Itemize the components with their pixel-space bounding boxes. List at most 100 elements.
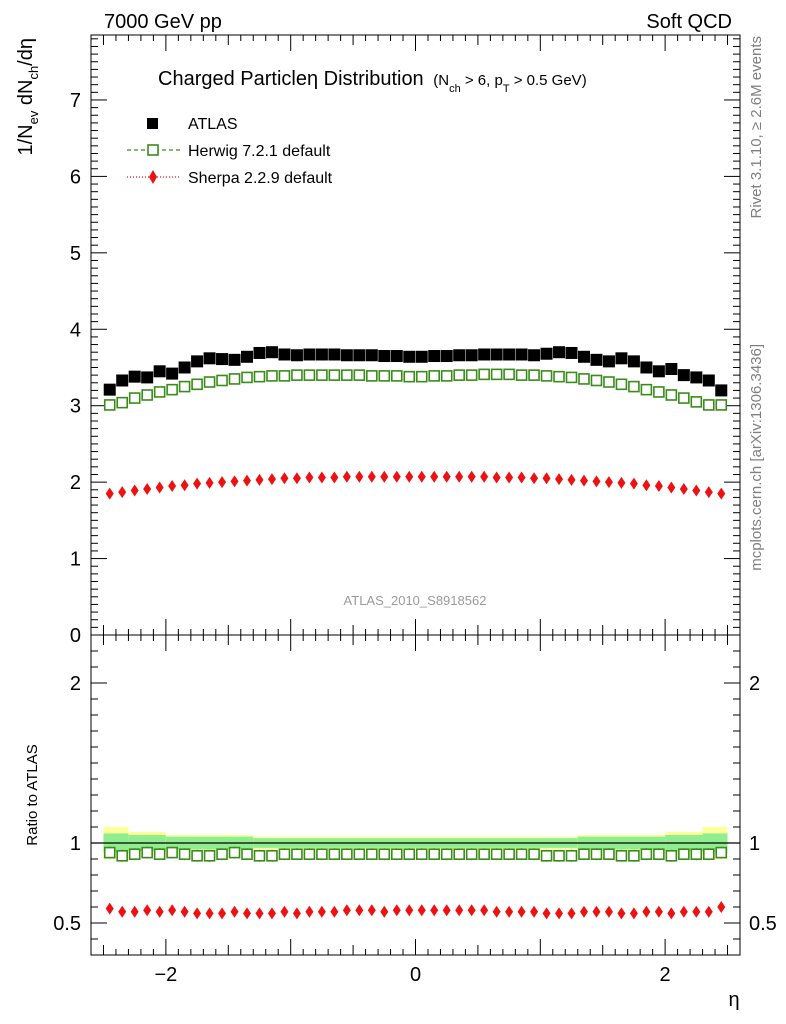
sherpa-ratio-point [617,907,626,920]
atlas-point [465,349,478,362]
herwig-ratio-point [428,848,441,861]
sherpa-ratio-point [405,904,414,917]
sherpa-point [317,471,326,484]
herwig-point [116,396,129,409]
atlas-point [453,349,466,362]
atlas-point [503,348,516,361]
herwig-ratio-point [378,848,391,861]
sherpa-ratio-point [692,905,701,918]
herwig-point [141,389,153,401]
atlas-point [565,346,578,359]
herwig-point [578,373,590,385]
herwig-point [366,370,378,382]
herwig-point [291,369,303,381]
y-tick-label: 5 [70,243,81,265]
sherpa-ratio-point [442,904,451,917]
legend-marker-sherpa [149,170,157,184]
herwig-point [203,376,216,388]
herwig-ratio-point [390,848,403,861]
sherpa-ratio-point [193,907,202,920]
sherpa-point [679,483,688,496]
atlas-point [340,349,353,362]
sherpa-point [105,487,114,500]
herwig-ratio-point [615,849,628,862]
ratio-tick-label-right: 2 [749,673,760,695]
sherpa-ratio-point [330,905,339,918]
atlas-point [702,374,715,387]
sherpa-point [168,479,177,492]
herwig-point [453,369,465,381]
sherpa-ratio-point [180,905,189,918]
sherpa-ratio-point [168,904,177,917]
ratio-tick-label-right: 1 [749,833,760,855]
herwig-ratio-point [565,849,578,862]
herwig-point [603,376,615,388]
sherpa-ratio-point [292,907,301,920]
legend-label-herwig: Herwig 7.2.1 default [188,143,331,160]
rivet-label: Rivet 3.1.10, ≥ 2.6M events [748,36,765,219]
legend-marker-herwig [147,144,159,156]
sherpa-point [455,470,464,483]
atlas-point [490,348,503,361]
sherpa-point [604,476,613,489]
sherpa-point [617,476,626,489]
sherpa-point [642,479,651,492]
herwig-ratio-point [178,848,191,861]
atlas-point [428,350,441,363]
sherpa-point [492,471,501,484]
herwig-ratio-point [665,849,678,862]
herwig-ratio-point [191,849,203,862]
atlas-point [253,346,266,359]
herwig-point [553,370,565,383]
sherpa-point [392,470,401,483]
herwig-ratio-point [253,849,266,862]
atlas-point [652,365,665,378]
sherpa-ratio-point [205,907,214,920]
herwig-ratio-point [503,848,515,861]
herwig-point [465,369,478,381]
atlas-point [265,346,278,359]
sherpa-ratio-point [255,907,264,920]
sherpa-ratio-point [517,905,526,918]
herwig-ratio-point [715,846,728,859]
sherpa-point [530,472,539,485]
herwig-point [640,383,653,396]
herwig-point [228,373,241,385]
sherpa-point [517,471,526,484]
herwig-ratio-point [166,846,178,859]
herwig-ratio-point [366,848,378,861]
herwig-point [440,370,453,382]
sherpa-ratio-point [280,905,289,918]
herwig-ratio-point [440,848,453,861]
atlas-point [602,355,615,368]
plot-title: Charged Particleη Distribution [158,68,424,90]
analysis-watermark: ATLAS_2010_S8918562 [344,593,487,608]
sherpa-ratio-point [317,905,326,918]
atlas-point [415,350,428,363]
sherpa-ratio-point [355,904,364,917]
sherpa-point [380,470,389,483]
herwig-ratio-point [603,848,615,861]
sherpa-ratio-point [380,905,389,918]
sherpa-point [355,470,364,483]
herwig-point [341,369,353,381]
y-axis-label: 1/Nev dNch/dη [15,38,41,156]
sherpa-ratio-point [155,905,164,918]
sherpa-ratio-point [105,902,114,915]
herwig-ratio-point [216,848,228,861]
legend-label-atlas: ATLAS [188,116,238,133]
sherpa-point [130,484,139,497]
herwig-point [103,399,116,411]
sherpa-point [430,470,439,483]
sherpa-ratio-point [555,907,564,920]
herwig-point [378,370,391,382]
sherpa-point [267,473,276,486]
herwig-ratio-point [702,848,715,861]
herwig-ratio-point [528,848,540,861]
ratio-y-axis-label: Ratio to ATLAS [24,744,41,845]
atlas-point [315,348,328,361]
ratio-tick-label-left: 2 [70,673,81,695]
atlas-point [615,352,628,365]
herwig-ratio-point [478,848,490,861]
sherpa-ratio-point [579,905,588,918]
